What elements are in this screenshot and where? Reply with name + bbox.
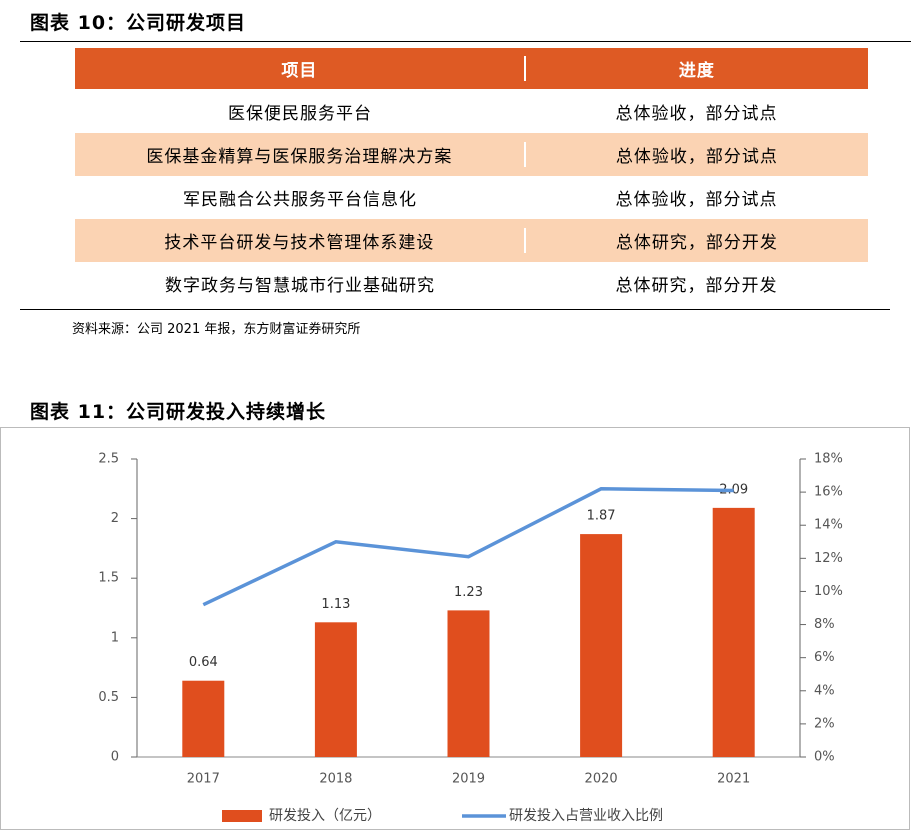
y2-tick-label: 4%: [814, 683, 835, 698]
header-cell: 项目: [75, 56, 526, 81]
bar: [447, 610, 490, 757]
table-row: 技术平台研发与技术管理体系建设 总体研究，部分开发: [75, 219, 868, 262]
x-tick-label: 2021: [717, 772, 750, 787]
table-cell: 技术平台研发与技术管理体系建设: [75, 228, 526, 253]
y2-tick-label: 0%: [814, 750, 835, 765]
bar: [712, 507, 755, 757]
chart-title: 图表 11：公司研发投入持续增长: [30, 401, 327, 423]
data-label: 1.23: [454, 585, 483, 600]
table-cell: 总体研究，部分开发: [615, 276, 778, 296]
table-cell: 数字政务与智慧城市行业基础研究: [165, 276, 435, 296]
data-label: 0.64: [189, 655, 218, 670]
y-tick-label: 1: [111, 630, 119, 645]
y-tick-label: 0: [111, 750, 119, 765]
data-label: 1.13: [321, 597, 350, 612]
rule: [20, 309, 890, 310]
table-cell: 总体验收，部分试点: [615, 147, 778, 167]
table-cell: 医保基金精算与医保服务治理解决方案: [75, 142, 526, 167]
y2-tick-label: 6%: [814, 650, 835, 665]
legend-swatch: [222, 810, 262, 822]
source: 资料来源：公司 2021 年报，东方财富证券研究所: [72, 322, 361, 337]
y-tick-label: 0.5: [98, 690, 119, 705]
y2-tick-label: 16%: [814, 485, 843, 500]
x-tick-label: 2017: [187, 772, 220, 787]
y-tick-label: 1.5: [98, 571, 119, 586]
table-cell: 总体研究，部分开发: [615, 233, 778, 253]
y-tick-label: 2: [111, 511, 119, 526]
y2-tick-label: 2%: [814, 716, 835, 731]
table-row: 医保基金精算与医保服务治理解决方案 总体验收，部分试点: [75, 133, 868, 176]
data-label: 1.87: [587, 509, 616, 524]
y2-tick-label: 14%: [814, 518, 843, 533]
rule: [20, 41, 911, 42]
bar: [580, 534, 623, 757]
y2-tick-label: 18%: [814, 452, 843, 467]
y2-tick-label: 8%: [814, 617, 835, 632]
bar: [314, 622, 357, 757]
table-cell: 总体验收，部分试点: [615, 190, 778, 210]
table: 项目 进度 医保便民服务平台 总体验收，部分试点 医保基金精算与医保服务治理解决方案 总体…: [75, 48, 868, 305]
table-cell: 军民融合公共服务平台信息化: [183, 190, 417, 210]
x-tick-label: 2020: [585, 772, 618, 787]
y2-tick-label: 12%: [814, 551, 843, 566]
table-cell: 医保便民服务平台: [228, 104, 372, 124]
table-title: 图表 10：公司研发项目: [30, 12, 247, 34]
x-tick-label: 2019: [452, 772, 485, 787]
bar: [182, 680, 225, 757]
legend-label: 研发投入占营业收入比例: [509, 808, 663, 824]
line: [202, 487, 734, 607]
y2-tick-label: 10%: [814, 584, 843, 599]
x-tick-label: 2018: [319, 772, 352, 787]
table-cell: 总体验收，部分试点: [615, 104, 778, 124]
header-cell: 进度: [678, 61, 715, 81]
table-row: 医保便民服务平台 总体验收，部分试点: [75, 90, 868, 133]
header-row: 项目 进度: [75, 48, 868, 89]
y-tick-label: 2.5: [98, 452, 119, 467]
table-row: 军民融合公共服务平台信息化 总体验收，部分试点: [75, 176, 868, 219]
table-row: 数字政务与智慧城市行业基础研究 总体研究，部分开发: [75, 262, 868, 305]
legend-label: 研发投入（亿元）: [269, 808, 381, 824]
